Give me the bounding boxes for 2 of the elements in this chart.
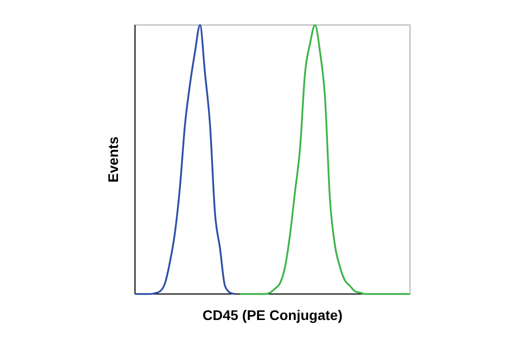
y-axis-title: Events — [105, 136, 121, 182]
x-axis-title: CD45 (PE Conjugate) — [202, 307, 343, 323]
